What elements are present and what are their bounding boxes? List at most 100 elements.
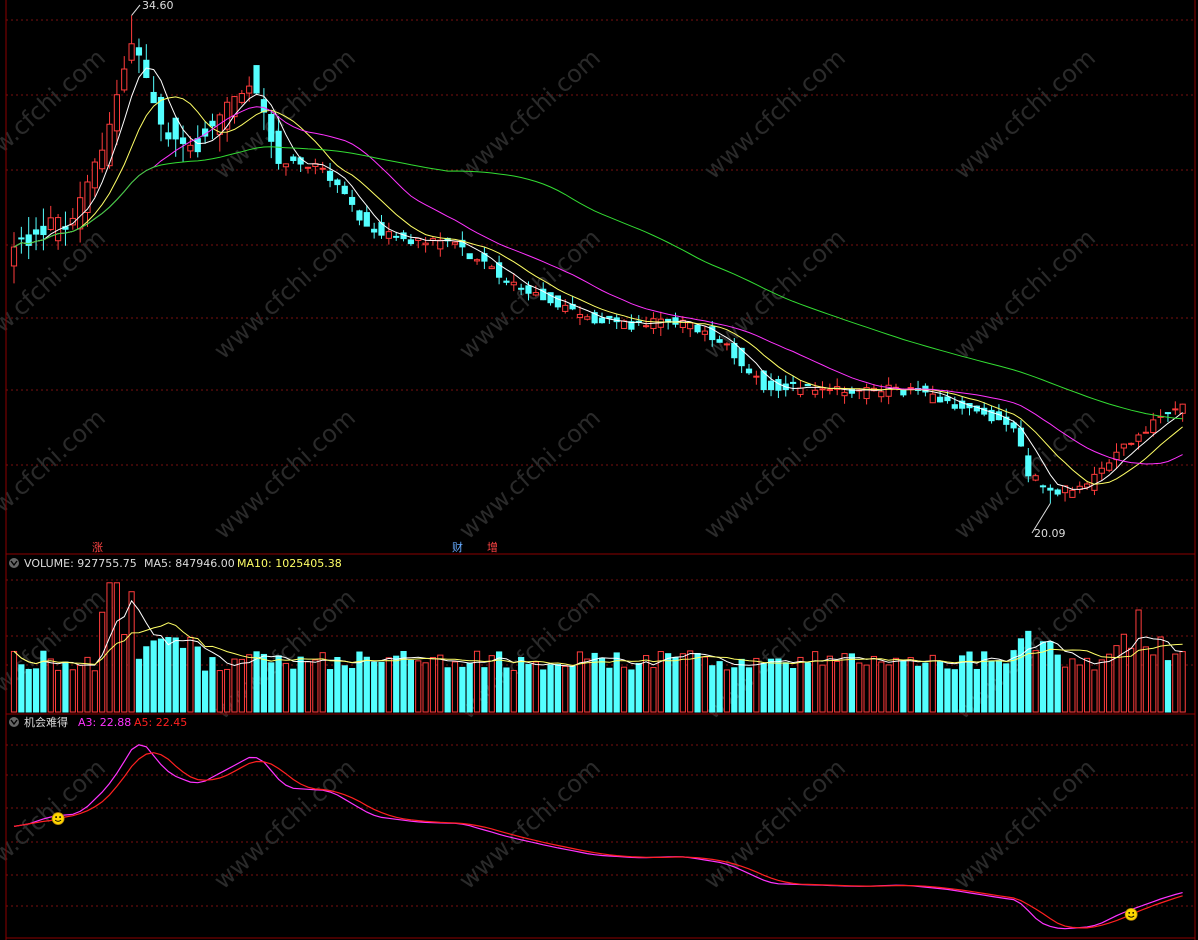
- volume-bar[interactable]: [165, 637, 172, 713]
- volume-bar[interactable]: [1164, 660, 1172, 713]
- volume-bar[interactable]: [643, 655, 650, 713]
- volume-bar[interactable]: [650, 667, 657, 713]
- candle[interactable]: [18, 226, 25, 254]
- volume-bar[interactable]: [356, 651, 363, 713]
- volume-bar[interactable]: [995, 660, 1002, 713]
- volume-bar[interactable]: [745, 667, 753, 713]
- volume-bar[interactable]: [209, 657, 216, 713]
- volume-bar[interactable]: [437, 654, 444, 713]
- candle[interactable]: [304, 166, 312, 174]
- candle[interactable]: [422, 236, 429, 253]
- event-marker-zeng[interactable]: 增: [487, 540, 498, 554]
- candle[interactable]: [451, 241, 459, 249]
- volume-bar[interactable]: [790, 668, 797, 713]
- candle[interactable]: [238, 90, 245, 105]
- volume-bar[interactable]: [422, 662, 429, 713]
- volume-bar[interactable]: [1113, 645, 1120, 713]
- volume-bar[interactable]: [797, 656, 804, 713]
- volume-bar[interactable]: [510, 669, 517, 713]
- candle[interactable]: [231, 95, 238, 124]
- volume-bar[interactable]: [18, 664, 25, 713]
- volume-bar[interactable]: [1003, 663, 1010, 713]
- volume-bar[interactable]: [988, 660, 995, 713]
- volume-bar[interactable]: [576, 651, 584, 713]
- volume-bar[interactable]: [349, 667, 356, 713]
- volume-bar[interactable]: [657, 651, 664, 713]
- candle[interactable]: [106, 112, 113, 169]
- volume-bar[interactable]: [84, 656, 91, 713]
- candle[interactable]: [863, 383, 870, 405]
- volume-bar[interactable]: [723, 669, 731, 713]
- volume-bar[interactable]: [532, 661, 539, 713]
- indicator-panel[interactable]: [13, 744, 1183, 930]
- volume-bar[interactable]: [944, 668, 951, 713]
- volume-bar[interactable]: [135, 658, 143, 713]
- candle[interactable]: [91, 158, 98, 197]
- volume-bar[interactable]: [804, 662, 811, 713]
- volume-bar[interactable]: [922, 662, 929, 713]
- candle[interactable]: [878, 384, 885, 403]
- volume-bar[interactable]: [150, 640, 157, 713]
- volume-bar[interactable]: [584, 658, 591, 713]
- candle[interactable]: [753, 370, 760, 385]
- candle[interactable]: [334, 178, 341, 193]
- volume-bar[interactable]: [518, 657, 525, 713]
- volume-bar[interactable]: [1172, 653, 1179, 713]
- volume-bar[interactable]: [1032, 650, 1039, 713]
- volume-collapse-icon[interactable]: [9, 558, 19, 568]
- candle[interactable]: [885, 377, 892, 405]
- volume-bar[interactable]: [981, 651, 988, 713]
- candle[interactable]: [113, 79, 121, 146]
- volume-bar[interactable]: [554, 663, 561, 713]
- volume-bar[interactable]: [40, 650, 47, 713]
- volume-bar[interactable]: [929, 654, 936, 713]
- candle[interactable]: [1120, 443, 1127, 456]
- volume-bar[interactable]: [606, 667, 613, 713]
- volume-bar[interactable]: [481, 667, 488, 713]
- candle[interactable]: [157, 93, 165, 142]
- candle[interactable]: [209, 113, 216, 140]
- candle[interactable]: [518, 283, 525, 296]
- volume-bar[interactable]: [966, 651, 973, 713]
- volume-bar[interactable]: [1098, 659, 1105, 713]
- candle[interactable]: [135, 38, 143, 74]
- candle[interactable]: [47, 205, 54, 232]
- candle[interactable]: [1003, 408, 1010, 432]
- candle[interactable]: [69, 208, 76, 230]
- volume-bar[interactable]: [856, 662, 863, 713]
- volume-bar[interactable]: [496, 651, 503, 713]
- volume-bar[interactable]: [547, 664, 554, 713]
- volume-bar[interactable]: [319, 652, 326, 713]
- volume-bar[interactable]: [1047, 641, 1054, 713]
- volume-bar[interactable]: [128, 591, 135, 713]
- volume-bar[interactable]: [775, 658, 782, 713]
- volume-bar[interactable]: [878, 661, 885, 713]
- volume-bar[interactable]: [973, 668, 980, 713]
- volume-bar[interactable]: [216, 670, 223, 713]
- volume-bar[interactable]: [760, 662, 767, 713]
- volume-bar[interactable]: [334, 656, 341, 713]
- candle[interactable]: [819, 381, 826, 399]
- volume-bar[interactable]: [1091, 669, 1098, 713]
- volume-bar[interactable]: [466, 662, 473, 713]
- candle[interactable]: [10, 232, 18, 284]
- candle[interactable]: [437, 232, 444, 257]
- volume-bar[interactable]: [246, 654, 253, 713]
- volume-bar[interactable]: [900, 660, 907, 713]
- candle[interactable]: [701, 325, 708, 342]
- candle[interactable]: [121, 56, 128, 93]
- volume-bar[interactable]: [378, 661, 385, 713]
- volume-bar[interactable]: [753, 657, 760, 713]
- volume-bar[interactable]: [238, 658, 245, 713]
- volume-bar[interactable]: [253, 651, 260, 713]
- volume-bar[interactable]: [694, 652, 701, 713]
- candle[interactable]: [1128, 442, 1135, 446]
- volume-bar[interactable]: [701, 656, 708, 713]
- volume-bar[interactable]: [635, 663, 642, 713]
- volume-bar[interactable]: [598, 657, 606, 713]
- volume-bar[interactable]: [613, 652, 620, 713]
- volume-bar[interactable]: [172, 637, 179, 713]
- candle[interactable]: [959, 396, 966, 415]
- volume-bar[interactable]: [731, 667, 738, 713]
- candle[interactable]: [1106, 459, 1113, 473]
